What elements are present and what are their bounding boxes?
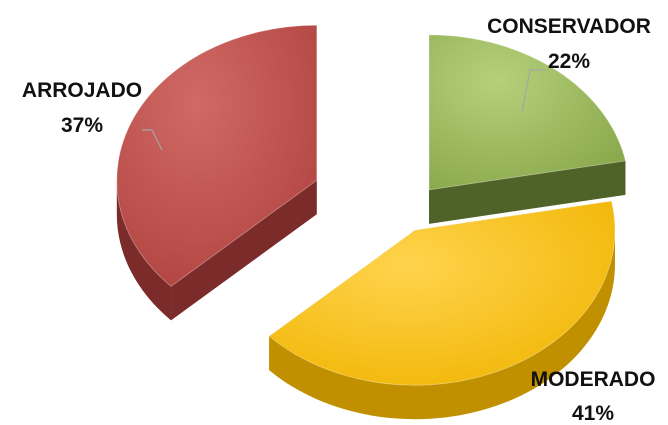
label-moderado-value: 41% [572, 402, 614, 425]
label-conservador-name: CONSERVADOR [487, 15, 651, 38]
slice-moderado-top [268, 200, 616, 386]
label-arrojado-name: ARROJADO [22, 79, 142, 102]
slices-layer [116, 24, 627, 420]
slice-arrojado [116, 24, 318, 321]
slice-conservador [428, 34, 627, 224]
slice-conservador-wall-end [429, 160, 626, 224]
slice-arrojado-wall-start [171, 180, 317, 321]
label-conservador-value: 22% [548, 50, 590, 73]
leader-line-conservador [521, 69, 545, 113]
slice-arrojado-top [116, 24, 318, 287]
leader-line-arrojado [142, 129, 163, 151]
label-moderado-name: MODERADO [531, 368, 656, 391]
slice-arrojado-rim-0 [116, 180, 172, 321]
slice-moderado-rim-0 [269, 230, 615, 420]
labels-layer: CONSERVADOR 22% ARROJADO 37% MODERADO 41… [22, 15, 656, 425]
label-arrojado-value: 37% [61, 114, 103, 137]
slice-moderado [268, 200, 616, 420]
slice-conservador-top [428, 34, 627, 191]
